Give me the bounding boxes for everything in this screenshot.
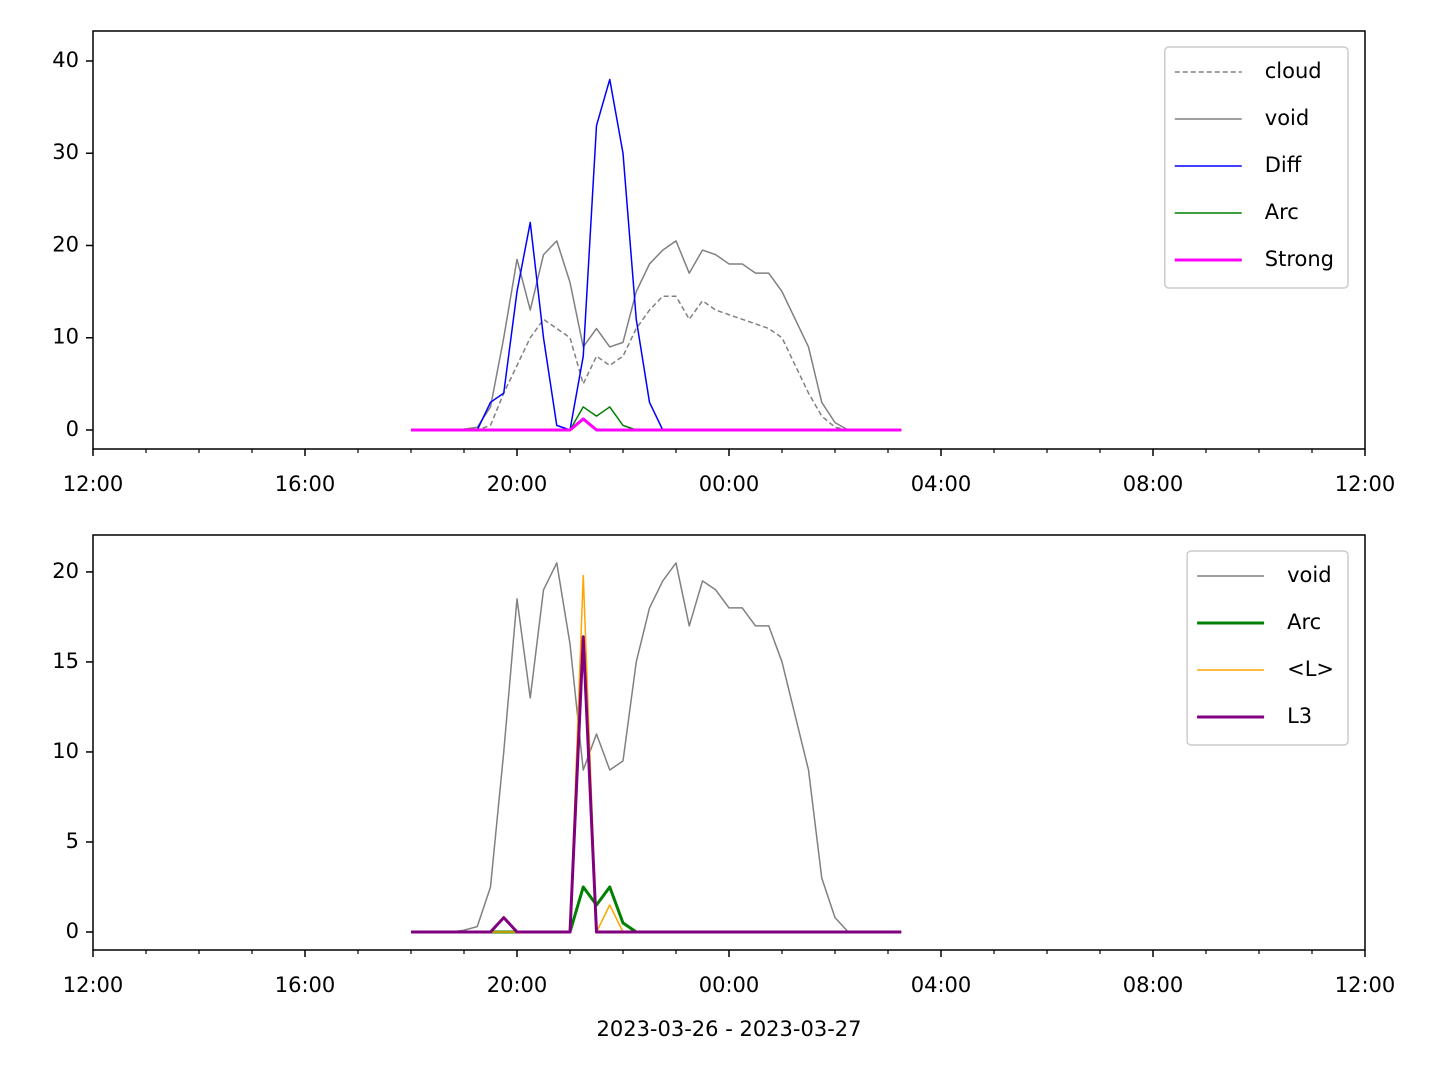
legend-label: cloud	[1265, 59, 1322, 83]
legend-label: void	[1265, 106, 1309, 130]
x-tick-label: 12:00	[1335, 472, 1396, 496]
series-line	[411, 574, 902, 933]
legend-label: Diff	[1265, 153, 1302, 177]
y-tick-label: 40	[52, 48, 79, 72]
y-tick-label: 0	[66, 417, 79, 441]
x-tick-label: 04:00	[911, 472, 972, 496]
x-tick-label: 16:00	[275, 973, 336, 997]
series-line	[411, 635, 902, 934]
legend-label: Arc	[1265, 200, 1299, 224]
axes-frame	[92, 534, 1366, 951]
series-line	[411, 417, 902, 432]
x-tick-label: 08:00	[1123, 973, 1184, 997]
series-line	[411, 295, 902, 431]
x-tick-label: 00:00	[699, 472, 760, 496]
x-axis-label: 2023-03-26 - 2023-03-27	[596, 1017, 861, 1041]
series-line	[411, 78, 902, 431]
legend-label: <L>	[1287, 657, 1334, 681]
series-line	[411, 240, 902, 431]
y-tick-label: 0	[66, 919, 79, 943]
series-line	[411, 562, 902, 933]
legend-label: Strong	[1265, 247, 1334, 271]
legend: cloud void Diff Arc Strong	[1164, 46, 1349, 289]
x-tick-label: 04:00	[911, 973, 972, 997]
x-tick-label: 12:00	[1335, 973, 1396, 997]
legend-label: Arc	[1287, 610, 1321, 634]
x-tick-label: 08:00	[1123, 472, 1184, 496]
legend: void Arc <L> L3	[1186, 550, 1349, 746]
y-tick-label: 20	[52, 559, 79, 583]
y-tick-label: 15	[52, 649, 79, 673]
legend-label: L3	[1287, 704, 1312, 728]
x-tick-label: 12:00	[63, 973, 124, 997]
x-tick-label: 20:00	[487, 472, 548, 496]
y-tick-label: 5	[66, 829, 79, 853]
legend-label: void	[1287, 563, 1331, 587]
x-tick-label: 12:00	[63, 472, 124, 496]
y-tick-label: 20	[52, 232, 79, 256]
y-tick-label: 30	[52, 140, 79, 164]
legend-frame	[1186, 550, 1349, 746]
x-tick-label: 00:00	[699, 973, 760, 997]
x-tick-label: 20:00	[487, 973, 548, 997]
legend-frame	[1164, 46, 1349, 289]
y-tick-label: 10	[52, 739, 79, 763]
y-tick-label: 10	[52, 325, 79, 349]
x-tick-label: 16:00	[275, 472, 336, 496]
